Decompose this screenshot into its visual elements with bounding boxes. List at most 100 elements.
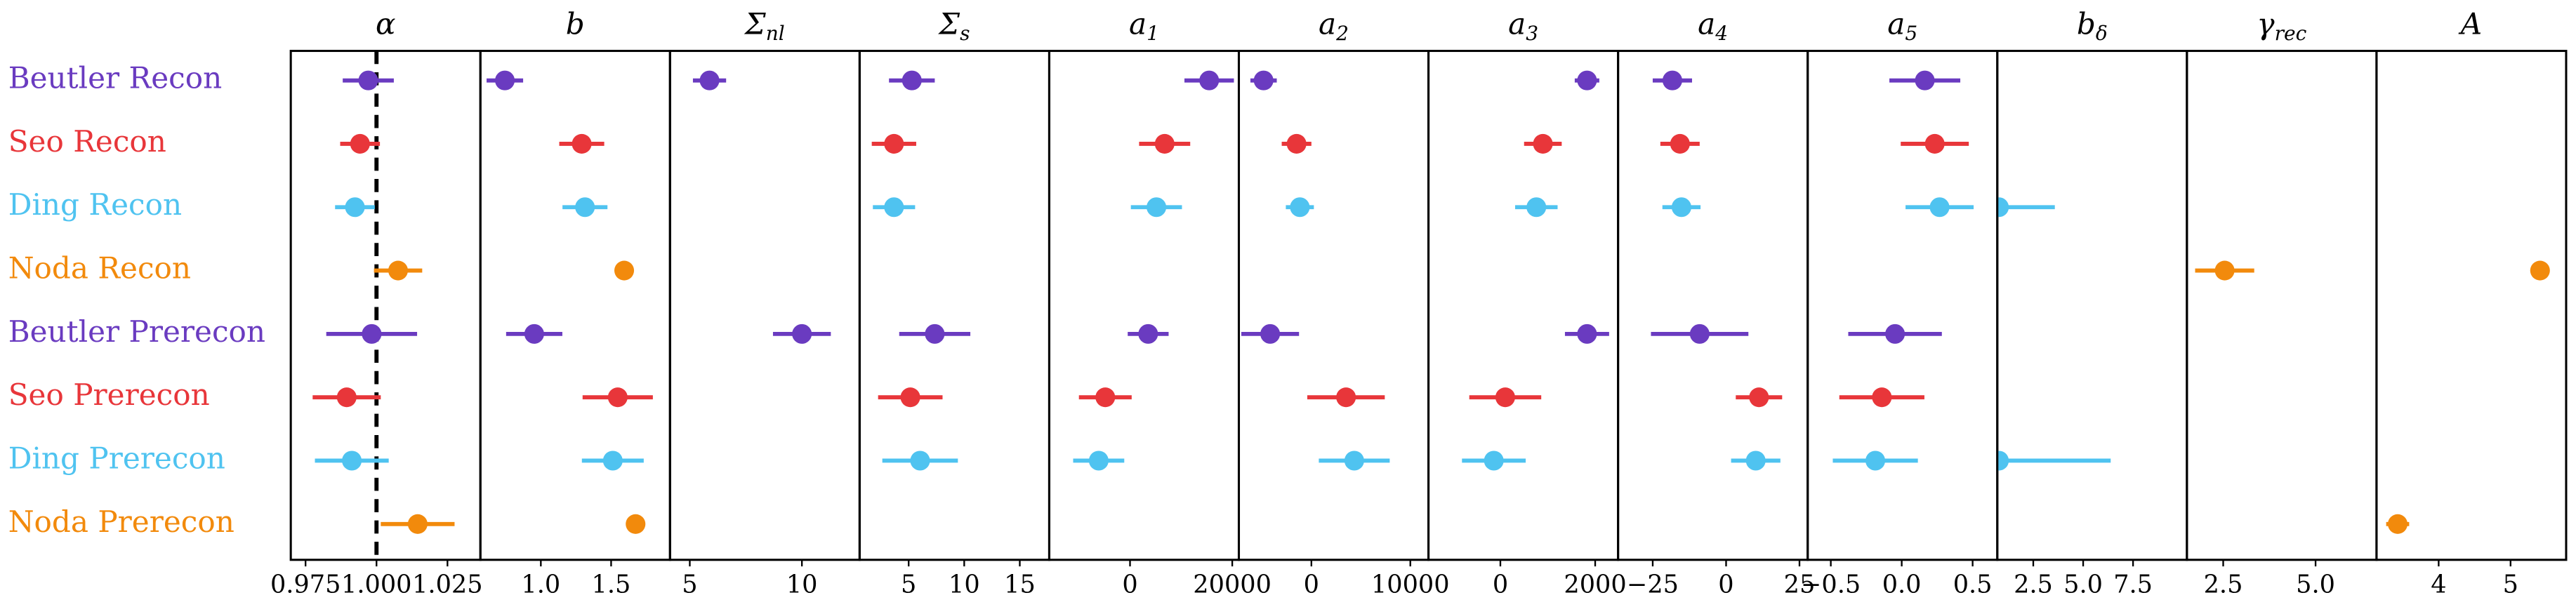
panel-title: γrec xyxy=(2257,6,2306,44)
panel: a5 −0.5 0.0 0.5 xyxy=(1801,6,1999,599)
panel-title: A xyxy=(2458,6,2482,41)
x-tick-label: 1.000 xyxy=(341,570,411,599)
point xyxy=(884,133,904,154)
point xyxy=(1199,70,1220,91)
point xyxy=(1088,451,1109,471)
point xyxy=(1290,197,1310,218)
title-subscript: nl xyxy=(766,22,785,45)
point xyxy=(614,260,635,281)
point xyxy=(1577,323,1597,344)
point xyxy=(1286,133,1307,154)
panel: Σnl 5 10 xyxy=(668,6,861,599)
row-label: Noda Recon xyxy=(8,251,191,286)
point xyxy=(1662,70,1683,91)
x-tick-label: 5.0 xyxy=(2296,570,2335,599)
panel-frame xyxy=(1806,50,1999,561)
panel-marks xyxy=(312,51,455,560)
title-symbol: A xyxy=(2458,6,2482,41)
title-symbol: b xyxy=(2077,6,2096,41)
point xyxy=(1495,387,1515,408)
row-label: Seo Prerecon xyxy=(8,378,210,412)
panel-marks xyxy=(1651,70,1783,471)
point xyxy=(1689,323,1710,344)
panel-title: a4 xyxy=(1698,6,1728,44)
point xyxy=(336,387,357,408)
point xyxy=(792,323,812,344)
x-tick-label: 5 xyxy=(901,570,916,599)
title-symbol: b xyxy=(566,6,585,41)
point xyxy=(1253,70,1274,91)
panel-marks xyxy=(1073,70,1234,471)
row-label: Beutler Recon xyxy=(8,61,223,95)
panel: γrec 2.5 5.0 xyxy=(2186,6,2378,599)
point xyxy=(358,70,378,91)
row-label: Seo Recon xyxy=(8,124,166,159)
panel-title: Σnl xyxy=(744,6,785,44)
x-tick-label: 10 xyxy=(949,570,980,599)
panel-title: b xyxy=(566,6,585,41)
panel-frame xyxy=(2375,50,2568,561)
point xyxy=(2214,260,2235,281)
panel-marks xyxy=(692,70,831,344)
point xyxy=(699,70,720,91)
point xyxy=(1095,387,1116,408)
panel-title: a2 xyxy=(1319,6,1349,44)
title-symbol: a xyxy=(1319,6,1336,41)
point xyxy=(2530,260,2550,281)
x-tick-label: 4 xyxy=(2431,570,2446,599)
panel-frame xyxy=(1427,50,1620,561)
point xyxy=(345,197,365,218)
point xyxy=(1929,197,1950,218)
panel-frame xyxy=(479,50,671,561)
x-tick-label: 2.5 xyxy=(2014,570,2053,599)
point xyxy=(1924,133,1945,154)
x-tick-label: 1.025 xyxy=(412,570,482,599)
panel-frame xyxy=(2186,50,2378,561)
x-tick-label: 0 xyxy=(1122,570,1137,599)
point xyxy=(407,514,428,534)
panel-frame xyxy=(1996,50,2188,561)
x-tick-label: 1.5 xyxy=(592,570,631,599)
panel-marks xyxy=(1241,70,1390,471)
point xyxy=(925,323,945,344)
point xyxy=(602,451,623,471)
x-tick-label: 5 xyxy=(682,570,697,599)
panel-marks xyxy=(487,70,653,534)
title-symbol: a xyxy=(1887,6,1905,41)
point xyxy=(495,70,515,91)
x-tick-label: −0.5 xyxy=(1801,570,1861,599)
panel: a4 −25 0 25 xyxy=(1617,6,1815,599)
x-tick-label: 0 xyxy=(1493,570,1508,599)
point xyxy=(1154,133,1175,154)
title-subscript: 5 xyxy=(1905,22,1917,45)
panel: A 4 5 xyxy=(2375,6,2568,599)
point xyxy=(1484,451,1504,471)
x-tick-label: 10000 xyxy=(1371,570,1450,599)
panel-frame xyxy=(1617,50,1809,561)
title-subscript: 1 xyxy=(1147,22,1159,45)
point xyxy=(910,451,930,471)
point xyxy=(901,70,922,91)
x-tick-label: 1.0 xyxy=(521,570,560,599)
row-label: Ding Prerecon xyxy=(8,441,225,475)
title-subscript: rec xyxy=(2275,22,2307,45)
point xyxy=(388,260,409,281)
x-tick-label: 5.0 xyxy=(2063,570,2103,599)
title-symbol: a xyxy=(1129,6,1147,41)
point xyxy=(1749,387,1769,408)
point xyxy=(2387,514,2408,534)
title-subscript: δ xyxy=(2096,22,2108,45)
panel-frame xyxy=(1237,50,1430,561)
panel: bδ 2.5 5.0 7.5 xyxy=(1996,6,2188,599)
point xyxy=(1526,197,1547,218)
x-tick-label: 0 xyxy=(1718,570,1733,599)
x-tick-label: 20000 xyxy=(1193,570,1272,599)
x-tick-label: 0.0 xyxy=(1882,570,1922,599)
point xyxy=(1577,70,1597,91)
x-tick-label: 15 xyxy=(1004,570,1036,599)
row-label: Ding Recon xyxy=(8,187,182,222)
panel-title: a3 xyxy=(1508,6,1538,44)
title-symbol: a xyxy=(1508,6,1526,41)
point xyxy=(1997,197,2009,218)
